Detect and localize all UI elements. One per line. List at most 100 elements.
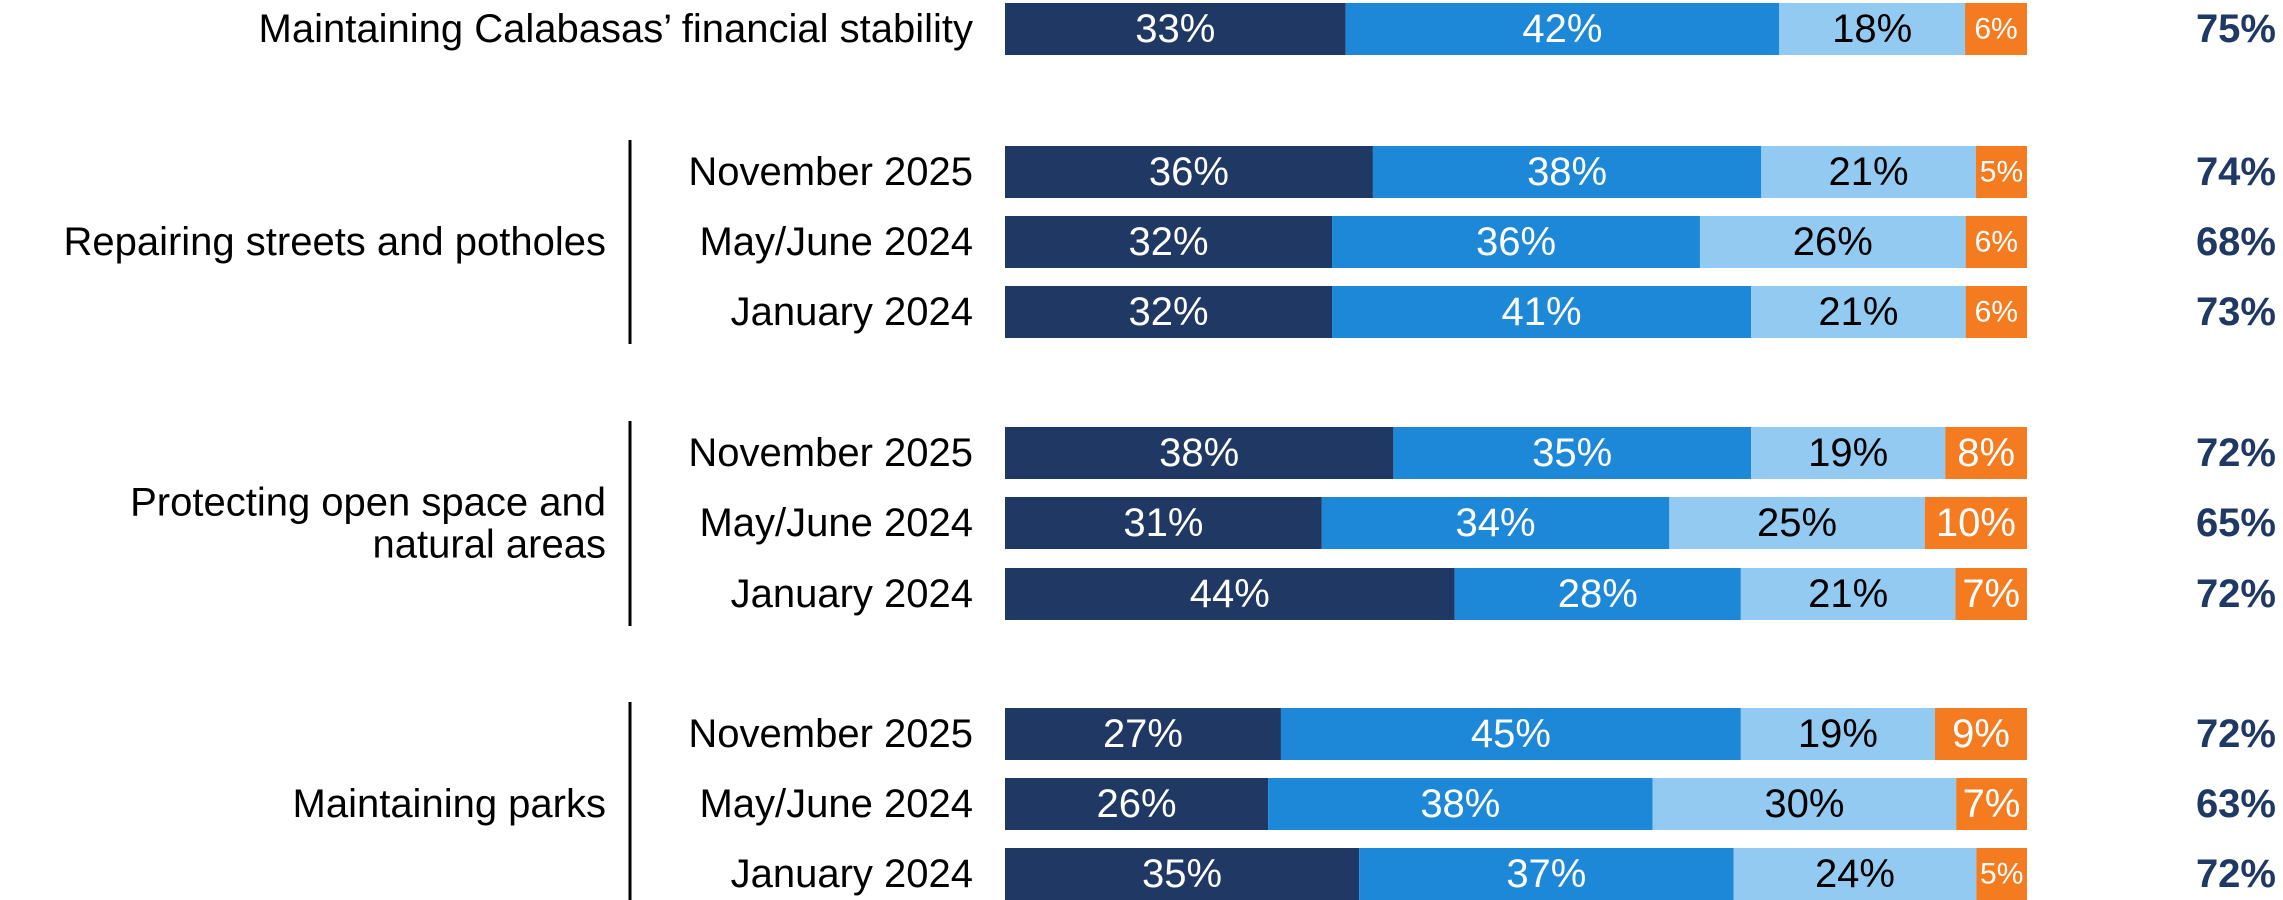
bar-segment [1005,146,1373,198]
row-label: November 2025 [688,712,973,756]
group-label: Maintaining parks [293,782,607,826]
row-label: May/June 2024 [699,782,973,826]
value-label: 31% [1123,501,1203,545]
value-label: 9% [1952,712,2010,756]
total-label: 72% [2196,712,2276,756]
value-label: 6% [1975,226,2018,259]
bar-segment [1965,3,2027,55]
row-label: May/June 2024 [699,501,973,545]
value-label: 27% [1103,712,1183,756]
group-label: Repairing streets and potholes [63,220,606,264]
bar-segment [1005,568,1455,620]
bar-segment [1945,427,2027,479]
bar-segment [1699,216,1966,268]
total-label: 72% [2196,572,2276,616]
bar-segment [1321,497,1670,549]
bar-segment [1332,216,1700,268]
value-label: 38% [1159,431,1239,475]
total-label: 75% [2196,7,2276,51]
bar-segment [1924,497,2027,549]
bar-segment [1005,216,1333,268]
value-label: 35% [1532,431,1612,475]
total-label: 72% [2196,852,2276,896]
bar-segment [1652,778,1957,830]
bar-segment [1956,778,2027,830]
value-label: 6% [1974,13,2017,46]
value-label: 25% [1757,501,1837,545]
group-label: Protecting open space and [130,481,606,525]
value-label: 37% [1506,852,1586,896]
value-label: 21% [1829,150,1909,194]
bar-segment [1751,427,1946,479]
bar-segment [1005,848,1360,900]
bar-segment [1751,286,1966,338]
value-label: 7% [1962,572,2020,616]
row-label: January 2024 [731,852,973,896]
row-label: November 2025 [688,431,973,475]
bar-segment [1935,708,2027,760]
value-label: 7% [1963,782,2021,826]
value-label: 32% [1128,290,1208,334]
bar-segment [1669,497,1925,549]
value-label: 26% [1793,220,1873,264]
bar-segment [1005,286,1333,338]
value-label: 36% [1476,220,1556,264]
value-label: 42% [1522,7,1602,51]
total-label: 73% [2196,290,2276,334]
bar-segment [1393,427,1752,479]
group-label: natural areas [373,523,606,567]
value-label: 28% [1558,572,1638,616]
value-label: 45% [1471,712,1551,756]
bar-segment [1359,848,1734,900]
row-label: Maintaining Calabasas’ financial stabili… [259,7,973,51]
bar-segment [1005,778,1269,830]
total-label: 63% [2196,782,2276,826]
value-label: 24% [1815,852,1895,896]
value-label: 41% [1502,290,1582,334]
bar-segment [1740,568,1956,620]
bar-segment [1955,568,2027,620]
value-label: 8% [1957,431,2015,475]
bar-segment [1005,427,1394,479]
bar-segment [1345,3,1780,55]
value-label: 21% [1818,290,1898,334]
value-label: 10% [1936,501,2016,545]
value-label: 19% [1808,431,1888,475]
bar-segment [1454,568,1741,620]
value-label: 32% [1128,220,1208,264]
bar-segment [1005,3,1346,55]
bar-segment [1005,708,1281,760]
bar-segment [1280,708,1741,760]
bar-segment [1005,497,1322,549]
value-label: 34% [1456,501,1536,545]
bar-segment [1975,146,2027,198]
bar-segment [1976,848,2027,900]
value-label: 5% [1980,858,2023,891]
bar-segment [1372,146,1762,198]
value-label: 36% [1149,150,1229,194]
value-label: 33% [1135,7,1215,51]
row-label: January 2024 [731,572,973,616]
bar-segment [1740,708,1936,760]
bar-segment [1733,848,1977,900]
total-label: 68% [2196,220,2276,264]
value-label: 44% [1190,572,1270,616]
total-label: 72% [2196,431,2276,475]
value-label: 38% [1527,150,1607,194]
total-label: 65% [2196,501,2276,545]
row-label: January 2024 [731,290,973,334]
value-label: 21% [1808,572,1888,616]
bar-segment [1332,286,1752,338]
bar-segment [1965,286,2027,338]
value-label: 19% [1798,712,1878,756]
row-label: May/June 2024 [699,220,973,264]
bar-segment [1965,216,2027,268]
bar-segment [1761,146,1976,198]
row-label: November 2025 [688,150,973,194]
value-label: 30% [1764,782,1844,826]
bar-segment [1779,3,1966,55]
value-label: 35% [1142,852,1222,896]
total-label: 74% [2196,150,2276,194]
value-label: 38% [1420,782,1500,826]
